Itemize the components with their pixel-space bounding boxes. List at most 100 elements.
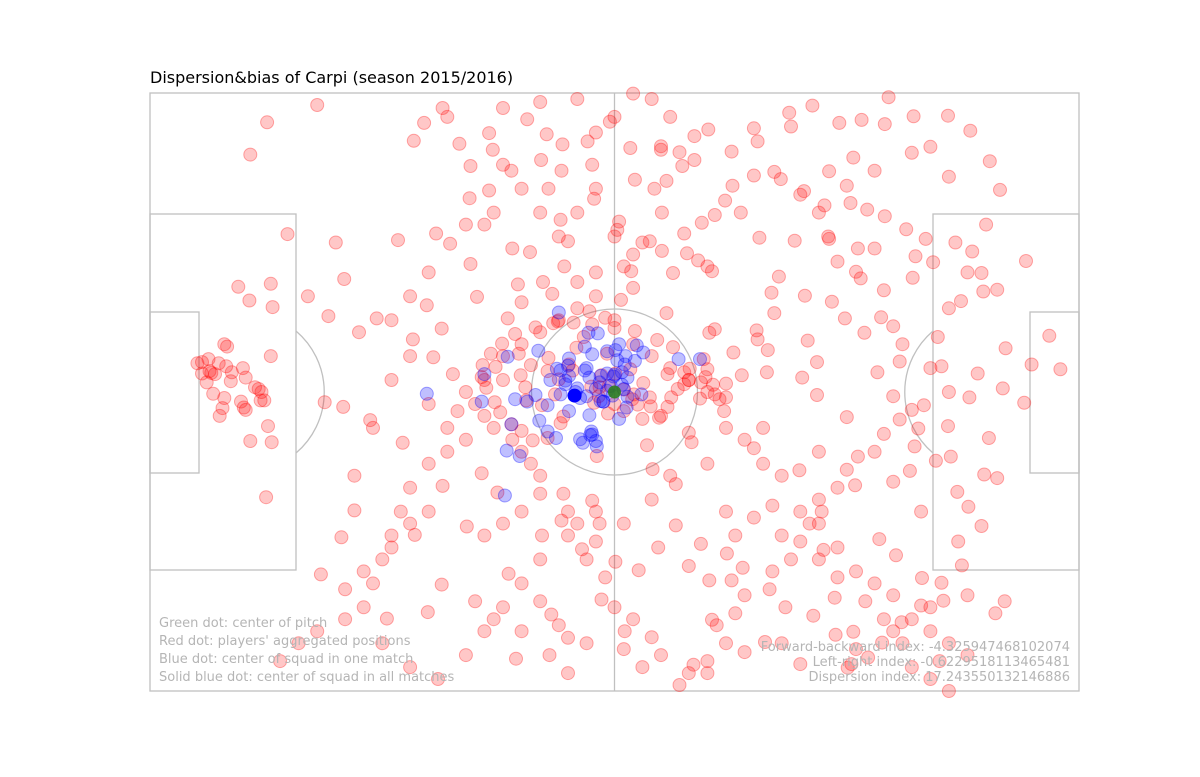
red-point-180 bbox=[514, 295, 529, 310]
red-point-63 bbox=[782, 105, 797, 120]
blue-point-6 bbox=[593, 368, 608, 383]
red-point-95 bbox=[675, 159, 690, 173]
red-point-371 bbox=[352, 325, 366, 340]
penalty-arc-left bbox=[295, 330, 325, 454]
red-point-492 bbox=[774, 528, 789, 543]
red-point-41 bbox=[509, 651, 523, 666]
red-point-289 bbox=[914, 504, 929, 519]
red-point-237 bbox=[477, 408, 492, 423]
red-point-156 bbox=[877, 117, 892, 132]
red-point-223 bbox=[644, 630, 659, 645]
red-point-386 bbox=[941, 301, 956, 316]
red-point-17 bbox=[545, 286, 560, 301]
red-point-355 bbox=[204, 365, 219, 380]
red-point-159 bbox=[805, 98, 820, 113]
red-point-466 bbox=[541, 350, 556, 365]
red-point-85 bbox=[681, 425, 696, 440]
red-point-304 bbox=[431, 672, 445, 686]
red-point-121 bbox=[550, 314, 565, 329]
red-point-416 bbox=[664, 390, 679, 405]
red-point-277 bbox=[904, 612, 919, 627]
red-point-106 bbox=[576, 330, 591, 344]
red-point-15 bbox=[434, 321, 449, 336]
red-point-461 bbox=[519, 393, 534, 408]
red-point-21 bbox=[445, 367, 460, 382]
red-point-125 bbox=[627, 172, 642, 187]
red-point-228 bbox=[588, 534, 603, 549]
red-point-86 bbox=[712, 392, 727, 407]
red-point-423 bbox=[584, 379, 599, 394]
red-point-152 bbox=[963, 123, 978, 138]
red-point-505 bbox=[700, 666, 715, 681]
pitch-lines bbox=[149, 92, 1080, 692]
red-point-181 bbox=[557, 259, 572, 274]
blue-point-14 bbox=[610, 353, 625, 368]
blue-point-61 bbox=[608, 343, 623, 358]
red-point-513 bbox=[554, 513, 569, 528]
red-point-166 bbox=[570, 92, 585, 106]
red-point-539 bbox=[907, 439, 922, 454]
penalty-arc-right bbox=[904, 330, 934, 454]
red-point-455 bbox=[650, 333, 665, 347]
blue-point-49 bbox=[549, 431, 563, 445]
red-point-323 bbox=[462, 191, 477, 206]
red-point-191 bbox=[707, 208, 722, 222]
red-point-144 bbox=[810, 355, 824, 370]
blue-point-63 bbox=[607, 367, 622, 382]
red-point-278 bbox=[923, 624, 938, 639]
red-point-457 bbox=[582, 304, 597, 319]
red-point-130 bbox=[672, 145, 687, 160]
red-point-522 bbox=[719, 546, 734, 561]
red-point-428 bbox=[642, 390, 657, 405]
blue-point-56 bbox=[553, 387, 568, 402]
red-point-70 bbox=[752, 230, 767, 245]
red-point-197 bbox=[821, 229, 836, 244]
blue-point-67 bbox=[593, 394, 608, 408]
red-point-475 bbox=[313, 567, 328, 582]
blue-point-37 bbox=[627, 353, 642, 368]
red-point-60 bbox=[725, 178, 740, 193]
red-point-104 bbox=[523, 245, 537, 260]
dispersion-index: Dispersion index: 17.243550132146886 bbox=[808, 670, 1070, 685]
red-point-27 bbox=[585, 493, 600, 508]
red-point-299 bbox=[533, 552, 548, 567]
red-point-536 bbox=[961, 499, 976, 514]
red-point-494 bbox=[830, 570, 845, 585]
red-point-43 bbox=[594, 592, 609, 607]
red-point-265 bbox=[681, 373, 696, 387]
blue-point-7 bbox=[562, 368, 576, 383]
red-point-219 bbox=[719, 636, 733, 651]
red-point-66 bbox=[843, 196, 858, 210]
red-point-512 bbox=[535, 528, 549, 543]
red-point-397 bbox=[941, 169, 956, 184]
red-point-37 bbox=[434, 577, 449, 592]
red-point-69 bbox=[787, 233, 802, 248]
red-point-213 bbox=[793, 534, 808, 549]
red-point-143 bbox=[800, 333, 815, 348]
legend-indices: Forward-backward index: -4.3259474681020… bbox=[761, 640, 1070, 685]
red-point-485 bbox=[477, 528, 492, 543]
red-point-235 bbox=[505, 432, 520, 447]
red-point-411 bbox=[706, 377, 720, 392]
red-point-225 bbox=[607, 600, 622, 615]
red-point-448 bbox=[508, 327, 523, 341]
red-point-425 bbox=[608, 366, 623, 381]
red-point-162 bbox=[701, 122, 716, 137]
blue-point-46 bbox=[532, 413, 547, 428]
red-point-71 bbox=[810, 388, 824, 402]
red-point-16 bbox=[500, 311, 515, 326]
red-point-293 bbox=[700, 456, 715, 471]
red-point-446 bbox=[483, 346, 498, 361]
blue-point-33 bbox=[634, 387, 649, 402]
red-point-504 bbox=[737, 645, 752, 660]
red-point-224 bbox=[626, 612, 641, 627]
red-point-434 bbox=[627, 387, 641, 402]
red-point-451 bbox=[566, 315, 581, 330]
red-point-87 bbox=[726, 345, 741, 360]
red-point-384 bbox=[1053, 362, 1068, 377]
red-point-112 bbox=[734, 368, 749, 383]
red-point-272 bbox=[811, 516, 826, 531]
red-point-486 bbox=[496, 516, 510, 531]
red-point-312 bbox=[273, 654, 288, 669]
red-point-45 bbox=[686, 657, 701, 672]
